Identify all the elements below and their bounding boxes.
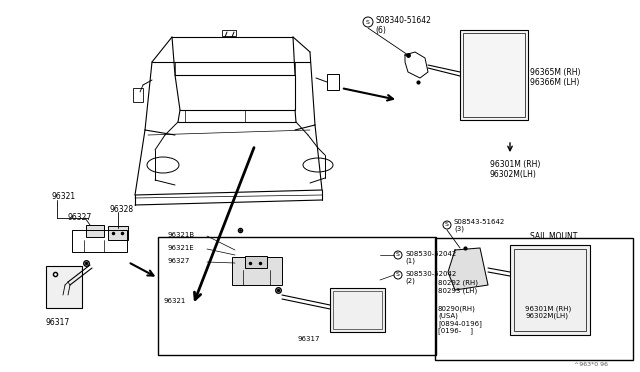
Text: 96327: 96327	[67, 213, 92, 222]
Bar	[514, 249, 586, 331]
Text: S08530-52042
(1): S08530-52042 (1)	[405, 251, 456, 264]
Bar	[435, 238, 633, 360]
Bar	[333, 291, 382, 329]
Bar	[72, 230, 127, 252]
Bar	[463, 33, 525, 117]
Text: 80292 (RH)
80293 (LH): 80292 (RH) 80293 (LH)	[438, 280, 478, 294]
Text: S08340-51642
(6): S08340-51642 (6)	[375, 16, 431, 35]
Bar	[460, 30, 528, 120]
Text: 96327: 96327	[168, 258, 190, 264]
Text: 96321B: 96321B	[168, 232, 195, 238]
Text: 96317: 96317	[46, 318, 70, 327]
Text: 96301M (RH)
96302M(LH): 96301M (RH) 96302M(LH)	[490, 160, 540, 179]
Bar	[133, 88, 143, 102]
Bar	[158, 237, 436, 355]
Text: S08530-52042
(2): S08530-52042 (2)	[405, 271, 456, 285]
Bar	[222, 30, 236, 36]
Text: 96365M (RH)
96366M (LH): 96365M (RH) 96366M (LH)	[530, 68, 580, 87]
Bar	[330, 288, 385, 332]
Bar	[245, 256, 267, 268]
Text: SAIL MOUNT: SAIL MOUNT	[530, 232, 577, 241]
Text: 96321E: 96321E	[168, 245, 195, 251]
Bar	[108, 226, 128, 240]
Polygon shape	[448, 248, 488, 290]
Bar	[510, 245, 590, 335]
Bar	[46, 266, 82, 308]
Text: 96321: 96321	[163, 298, 186, 304]
Text: S: S	[445, 222, 449, 228]
Text: S: S	[396, 253, 400, 257]
Text: S: S	[366, 19, 370, 25]
Text: ^963*0 96: ^963*0 96	[574, 362, 608, 367]
Bar	[232, 257, 282, 285]
Text: S: S	[396, 273, 400, 278]
Bar	[327, 74, 339, 90]
Text: 96317: 96317	[298, 336, 321, 342]
Text: 80290(RH)
(USA)
[0894-0196]
[0196-    ]: 80290(RH) (USA) [0894-0196] [0196- ]	[438, 305, 482, 334]
Text: 96301M (RH)
96302M(LH): 96301M (RH) 96302M(LH)	[525, 305, 572, 319]
Bar	[86, 225, 104, 237]
Text: 96328: 96328	[110, 205, 134, 214]
Text: S08543-51642
(3): S08543-51642 (3)	[454, 219, 505, 232]
Text: 96321: 96321	[52, 192, 76, 201]
